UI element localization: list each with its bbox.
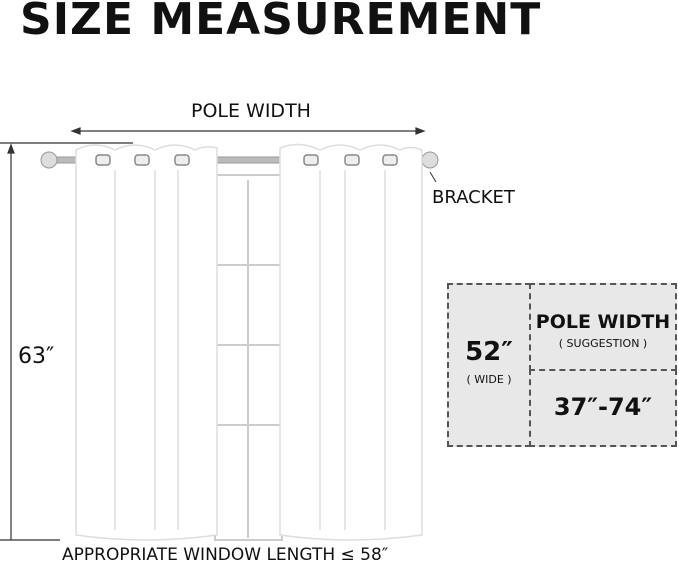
height-label: 63″ bbox=[18, 344, 55, 369]
curtain-rod bbox=[40, 151, 439, 183]
height-arrow bbox=[0, 142, 133, 541]
bracket-label: BRACKET bbox=[432, 187, 515, 208]
pole-header-cell: POLE WIDTH ( SUGGESTION ) bbox=[529, 283, 677, 371]
curtain-left bbox=[75, 144, 218, 541]
pole-header: POLE WIDTH bbox=[535, 311, 671, 333]
pole-range-cell: 37″-74″ bbox=[529, 369, 677, 447]
pole-note: ( SUGGESTION ) bbox=[558, 337, 648, 350]
window bbox=[214, 174, 283, 541]
page-title: SIZE MEASUREMENT bbox=[20, 0, 542, 45]
pole-width-arrow bbox=[70, 127, 426, 135]
curtain-right bbox=[279, 143, 423, 541]
width-cell: 52″ ( WIDE ) bbox=[447, 283, 531, 447]
grommets bbox=[95, 154, 398, 166]
width-note: ( WIDE ) bbox=[466, 373, 512, 386]
pole-width-label: POLE WIDTH bbox=[191, 100, 311, 122]
window-length-label: APPROPRIATE WINDOW LENGTH ≤ 58″ bbox=[62, 545, 389, 565]
width-value: 52″ bbox=[465, 337, 513, 367]
pole-range: 37″-74″ bbox=[553, 393, 653, 421]
